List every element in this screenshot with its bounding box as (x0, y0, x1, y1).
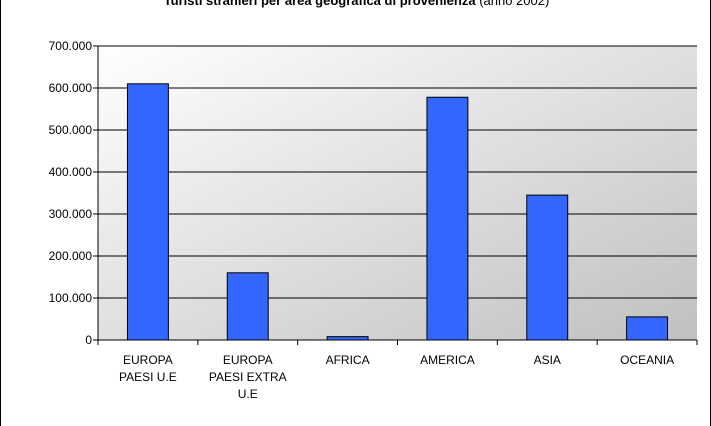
plot-area (98, 46, 697, 340)
bar-4 (527, 195, 568, 340)
bar-0 (127, 84, 168, 340)
y-axis: 0 100.000 200.000 300.000 400.000 500.000 600.… (49, 39, 98, 347)
x-tick-label-line: AMERICA (420, 353, 475, 367)
x-tick-label: EUROPA PAESI EXTRA U.E (209, 353, 287, 401)
x-tick-label-line: PAESI EXTRA (209, 370, 287, 384)
y-tick-label: 300.000 (49, 207, 93, 221)
y-tick-label: 0 (85, 333, 92, 347)
x-tick-label: EUROPA PAESI U.E (119, 353, 177, 384)
x-axis: EUROPA PAESI U.E EUROPA PAESI EXTRA U.E AFRIC… (98, 340, 697, 401)
x-tick-label-line: U.E (238, 387, 258, 401)
x-tick-label-line: ASIA (534, 353, 561, 367)
y-tick-label: 200.000 (49, 249, 93, 263)
x-tick-label-line: OCEANIA (620, 353, 674, 367)
x-tick-label: AFRICA (326, 353, 370, 367)
x-tick-label-line: EUROPA (123, 353, 173, 367)
bar-2 (327, 337, 368, 340)
y-tick-label: 500.000 (49, 123, 93, 137)
y-tick-label: 400.000 (49, 165, 93, 179)
x-tick-label-line: PAESI U.E (119, 370, 177, 384)
bar-5 (627, 317, 668, 340)
x-tick-label-line: EUROPA (223, 353, 273, 367)
y-tick-label: 700.000 (49, 39, 93, 53)
y-tick-label: 600.000 (49, 81, 93, 95)
x-tick-label: AMERICA (420, 353, 475, 367)
y-tick-label: 100.000 (49, 291, 93, 305)
x-tick-label-line: AFRICA (326, 353, 370, 367)
bar-1 (227, 273, 268, 340)
bar-3 (427, 97, 468, 340)
x-tick-label: ASIA (534, 353, 561, 367)
x-tick-label: OCEANIA (620, 353, 674, 367)
